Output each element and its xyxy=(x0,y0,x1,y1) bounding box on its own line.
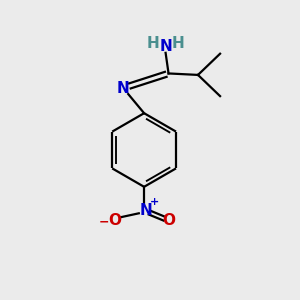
Text: N: N xyxy=(159,39,172,54)
Text: −: − xyxy=(99,216,110,229)
Text: O: O xyxy=(108,213,121,228)
Text: O: O xyxy=(163,213,176,228)
Text: +: + xyxy=(150,197,159,207)
Text: N: N xyxy=(116,81,129,96)
Text: H: H xyxy=(172,37,184,52)
Text: H: H xyxy=(147,37,160,52)
Text: N: N xyxy=(139,203,152,218)
